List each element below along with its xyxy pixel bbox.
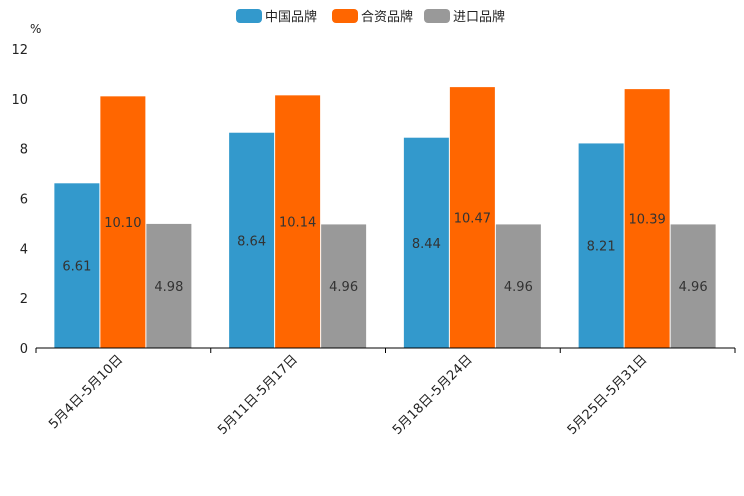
x-tick-label-2: 5月18日-5月24日 — [390, 352, 476, 438]
legend-label-1: 合资品牌 — [361, 9, 413, 25]
y-tick-label-12: 12 — [11, 43, 28, 58]
data-label-1-1: 10.14 — [279, 216, 316, 231]
data-label-2-2: 4.96 — [504, 280, 533, 295]
legend: 中国品牌 合资品牌 进口品牌 — [236, 9, 505, 25]
data-label-2-0: 4.98 — [154, 280, 183, 295]
data-label-0-0: 6.61 — [62, 260, 91, 275]
bar-1-0[interactable] — [100, 96, 146, 348]
data-label-1-0: 10.10 — [104, 216, 141, 231]
bar-1-3[interactable] — [624, 89, 670, 348]
data-label-0-2: 8.44 — [412, 237, 441, 252]
legend-swatch-0[interactable] — [236, 9, 262, 23]
data-label-2-1: 4.96 — [329, 280, 358, 295]
y-tick-label-6: 6 — [20, 193, 28, 208]
y-tick-label-0: 0 — [20, 342, 28, 357]
legend-label-2: 进口品牌 — [453, 9, 505, 25]
bar-0-3[interactable] — [578, 143, 624, 348]
bar-2-2[interactable] — [495, 224, 541, 348]
bar-1-2[interactable] — [449, 87, 495, 348]
data-label-0-3: 8.21 — [587, 240, 616, 255]
x-tick-label-1: 5月11日-5月17日 — [215, 352, 301, 438]
y-tick-label-4: 4 — [20, 242, 28, 257]
legend-swatch-1[interactable] — [332, 9, 358, 23]
bar-2-1[interactable] — [321, 224, 367, 348]
data-labels: 6.61 10.10 4.98 8.64 10.14 4.96 8.44 10.47 4.96 8… — [62, 212, 707, 296]
y-tick-label-2: 2 — [20, 292, 28, 307]
legend-label-0: 中国品牌 — [265, 9, 317, 25]
x-tick-label-0: 5月4日-5月10日 — [46, 352, 126, 432]
data-label-0-1: 8.64 — [237, 234, 266, 249]
data-label-2-3: 4.96 — [679, 280, 708, 295]
x-tick-label-3: 5月25日-5月31日 — [565, 352, 651, 438]
y-axis-ticks: 0 2 4 6 8 10 12 — [11, 43, 28, 357]
bar-2-3[interactable] — [670, 224, 716, 348]
bar-0-1[interactable] — [229, 132, 275, 348]
data-label-1-2: 10.47 — [454, 212, 491, 227]
y-axis-unit-label: % — [30, 22, 41, 36]
legend-swatch-2[interactable] — [424, 9, 450, 23]
y-tick-label-8: 8 — [20, 143, 28, 158]
bar-0-2[interactable] — [403, 137, 449, 348]
bar-0-0[interactable] — [54, 183, 100, 348]
bar-2-0[interactable] — [146, 223, 192, 348]
bar-1-1[interactable] — [275, 95, 321, 348]
x-axis: 5月4日-5月10日 5月11日-5月17日 5月18日-5月24日 5月25日-5月… — [35, 347, 736, 438]
y-tick-label-10: 10 — [11, 93, 28, 108]
data-label-1-3: 10.39 — [629, 213, 666, 228]
bars — [54, 87, 716, 348]
